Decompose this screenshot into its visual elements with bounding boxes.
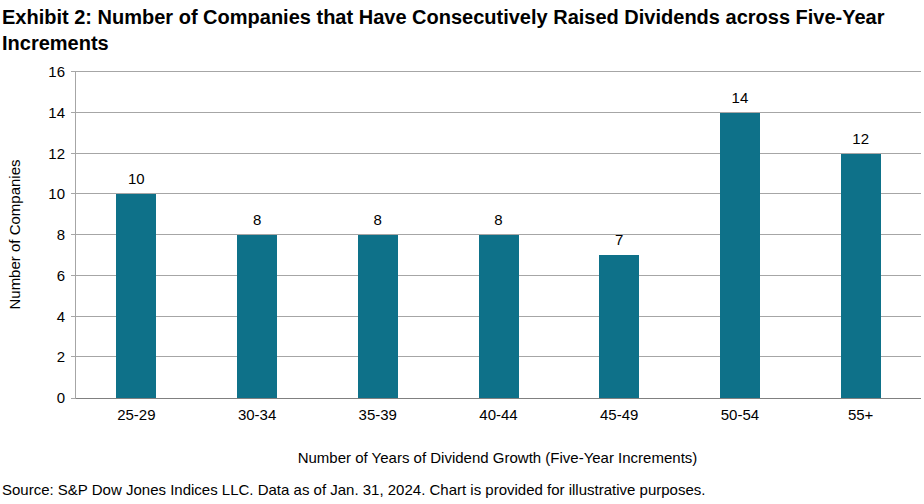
gridline-10 bbox=[76, 193, 921, 194]
x-tick-label-50-54: 50-54 bbox=[690, 406, 790, 424]
y-tick-mark-12 bbox=[71, 153, 76, 154]
y-tick-mark-2 bbox=[71, 356, 76, 357]
y-tick-label-2: 2 bbox=[25, 348, 65, 366]
y-tick-label-6: 6 bbox=[25, 267, 65, 285]
bar-value-label-25-29: 10 bbox=[106, 170, 166, 188]
y-tick-mark-4 bbox=[71, 316, 76, 317]
x-tick-label-55+: 55+ bbox=[811, 406, 911, 424]
gridline-16 bbox=[76, 71, 921, 72]
y-tick-mark-6 bbox=[71, 275, 76, 276]
x-tick-label-35-39: 35-39 bbox=[328, 406, 428, 424]
y-tick-label-8: 8 bbox=[25, 226, 65, 244]
y-tick-mark-14 bbox=[71, 112, 76, 113]
bar-30-34 bbox=[237, 235, 277, 398]
y-tick-label-12: 12 bbox=[25, 145, 65, 163]
chart-title: Exhibit 2: Number of Companies that Have… bbox=[2, 4, 918, 56]
y-tick-label-16: 16 bbox=[25, 63, 65, 81]
y-axis-title: Number of Companies bbox=[6, 135, 23, 335]
plot-area: 02468101214161025-29830-34835-39840-4474… bbox=[75, 72, 921, 399]
bar-value-label-40-44: 8 bbox=[469, 211, 529, 229]
bar-40-44 bbox=[479, 235, 519, 398]
bar-value-label-45-49: 7 bbox=[589, 231, 649, 249]
bar-value-label-55+: 12 bbox=[831, 130, 891, 148]
x-axis-title: Number of Years of Dividend Growth (Five… bbox=[75, 449, 920, 466]
x-tick-label-30-34: 30-34 bbox=[207, 406, 307, 424]
bar-50-54 bbox=[720, 113, 760, 398]
bar-value-label-30-34: 8 bbox=[227, 211, 287, 229]
y-tick-label-4: 4 bbox=[25, 308, 65, 326]
y-tick-mark-16 bbox=[71, 71, 76, 72]
y-tick-mark-8 bbox=[71, 234, 76, 235]
x-tick-label-40-44: 40-44 bbox=[449, 406, 549, 424]
source-note: Source: S&P Dow Jones Indices LLC. Data … bbox=[2, 481, 922, 498]
report-page: Exhibit 2: Number of Companies that Have… bbox=[0, 0, 924, 504]
bar-value-label-35-39: 8 bbox=[348, 211, 408, 229]
gridline-12 bbox=[76, 153, 921, 154]
y-tick-label-10: 10 bbox=[25, 185, 65, 203]
bar-35-39 bbox=[358, 235, 398, 398]
y-tick-mark-10 bbox=[71, 193, 76, 194]
gridline-14 bbox=[76, 112, 921, 113]
bar-value-label-50-54: 14 bbox=[710, 89, 770, 107]
x-tick-label-25-29: 25-29 bbox=[86, 406, 186, 424]
bar-55+ bbox=[841, 154, 881, 399]
bar-45-49 bbox=[599, 255, 639, 398]
x-tick-label-45-49: 45-49 bbox=[569, 406, 669, 424]
y-tick-label-14: 14 bbox=[25, 104, 65, 122]
y-tick-mark-0 bbox=[71, 398, 76, 399]
bar-25-29 bbox=[116, 194, 156, 398]
y-tick-label-0: 0 bbox=[25, 389, 65, 407]
